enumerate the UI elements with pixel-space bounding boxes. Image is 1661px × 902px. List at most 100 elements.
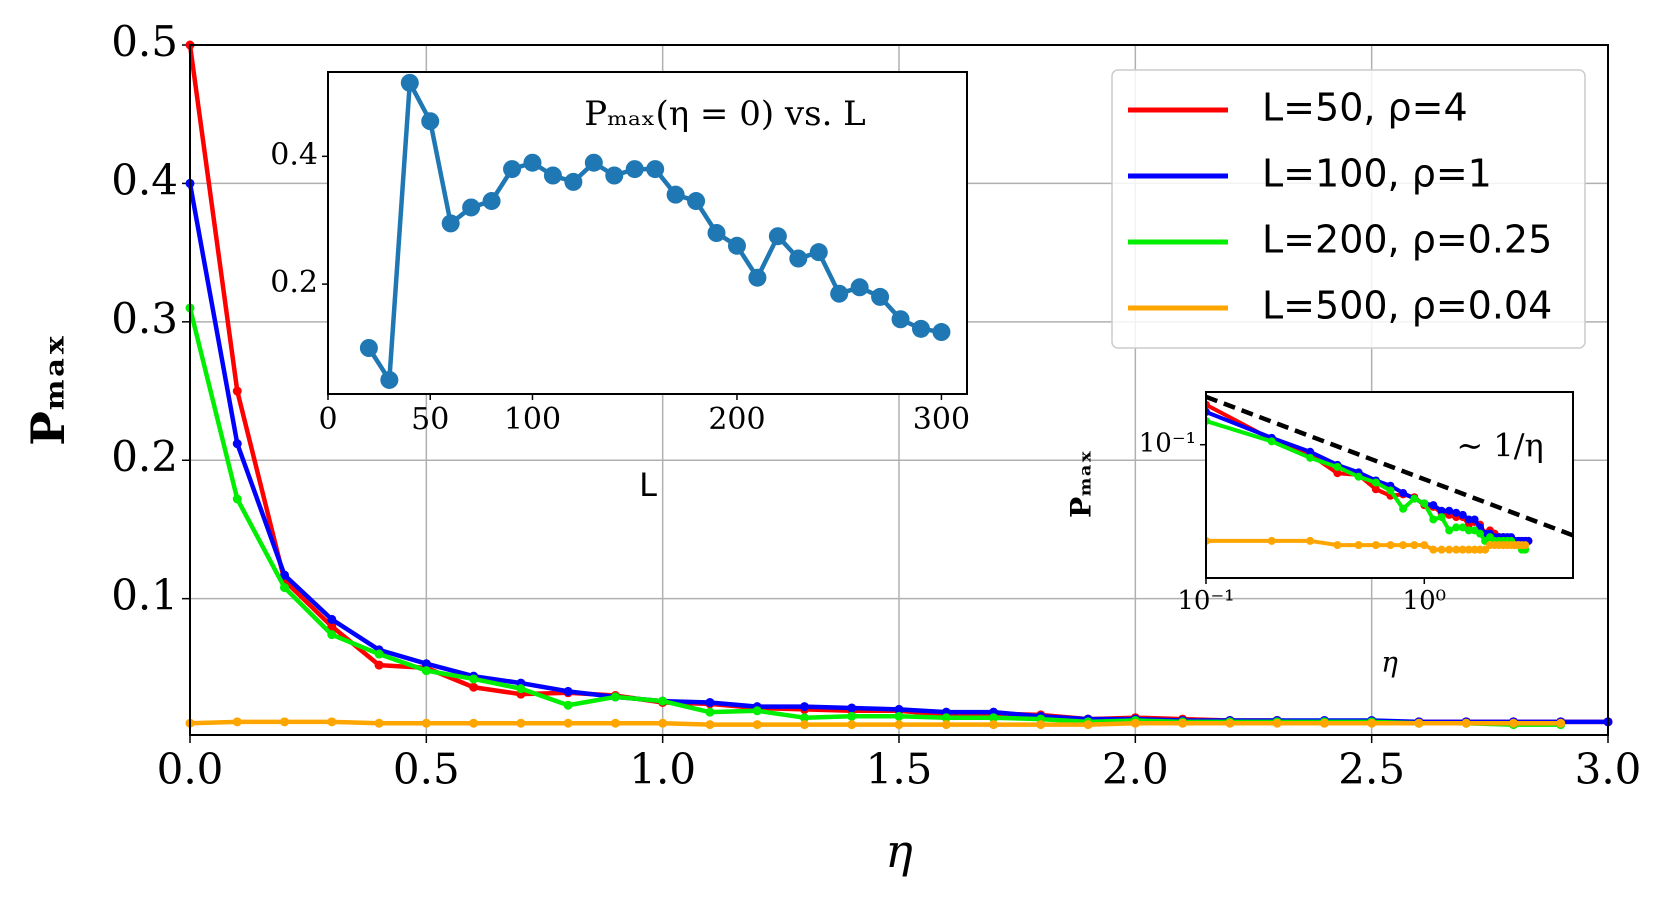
data-point (1470, 515, 1479, 524)
data-point (564, 172, 583, 191)
data-point (1437, 545, 1446, 554)
data-point (503, 160, 522, 179)
x-axis-label: η (885, 824, 913, 878)
data-point (847, 720, 857, 730)
data-point (1225, 718, 1235, 728)
data-point (1429, 545, 1438, 554)
data-point (516, 684, 526, 694)
data-point (911, 319, 930, 338)
data-point (482, 192, 501, 211)
data-point (1445, 506, 1454, 515)
data-point (789, 249, 808, 268)
data-point (1429, 501, 1438, 510)
data-point (523, 153, 542, 172)
data-point (327, 621, 337, 631)
data-point (232, 439, 242, 449)
y-tick-label: 0.2 (270, 265, 318, 300)
inset-title: Pₘₐₓ(η = 0) vs. L (584, 94, 866, 134)
data-point (1371, 541, 1380, 550)
data-point (1420, 499, 1429, 508)
x-tick-label: 10⁰ (1403, 586, 1447, 616)
data-point (1333, 469, 1342, 478)
data-point (752, 720, 762, 730)
data-point (666, 185, 685, 204)
data-point (441, 214, 460, 233)
data-point (1420, 541, 1429, 550)
data-point (932, 323, 951, 342)
legend-box (1111, 69, 1586, 349)
data-point (421, 718, 431, 728)
data-point (941, 720, 951, 730)
data-point (748, 268, 767, 287)
data-point (1410, 494, 1419, 503)
x-tick-label: 50 (411, 402, 449, 437)
x-tick-label: 100 (504, 402, 561, 437)
data-point (705, 697, 715, 707)
data-point (1414, 718, 1424, 728)
data-point (605, 166, 624, 185)
data-point (1464, 515, 1473, 524)
data-point (1178, 718, 1188, 728)
data-point (847, 711, 857, 721)
data-point (705, 720, 715, 730)
data-point (1306, 447, 1315, 456)
data-point (469, 674, 479, 684)
data-point (941, 713, 951, 723)
data-point (543, 166, 562, 185)
data-point (687, 192, 706, 211)
data-point (1399, 489, 1408, 498)
x-tick-label: 10⁻¹ (1177, 586, 1234, 616)
data-point (1386, 486, 1395, 495)
data-point (989, 720, 999, 730)
series-line (1206, 394, 1573, 538)
legend-label: L=100, ρ=1 (1262, 152, 1492, 196)
x-tick-label: 2.0 (1102, 744, 1169, 793)
data-point (1319, 718, 1329, 728)
y-tick-label: 0.4 (270, 137, 318, 172)
data-point (1367, 718, 1377, 728)
data-point (1521, 541, 1530, 550)
inset-lines (1206, 394, 1573, 554)
data-point (1036, 720, 1046, 730)
data-point (1083, 720, 1093, 730)
data-point (752, 706, 762, 716)
data-point (469, 718, 479, 728)
data-point (462, 198, 481, 217)
y-tick-label: 10⁻¹ (1139, 429, 1196, 459)
data-point (707, 224, 726, 242)
data-point (280, 583, 290, 593)
data-point (280, 570, 290, 580)
data-point (799, 720, 809, 730)
data-point (871, 287, 890, 306)
data-point (809, 243, 828, 262)
data-point (891, 310, 910, 329)
data-point (989, 713, 999, 723)
data-point (1399, 504, 1408, 513)
annotation: ∼ 1/η (1456, 427, 1543, 465)
data-point (894, 704, 904, 714)
data-point (1437, 506, 1446, 515)
plot-frame (327, 71, 968, 395)
data-point (830, 284, 849, 303)
data-point (1306, 536, 1315, 545)
data-point (1452, 545, 1461, 554)
x-axis-label: η (1381, 646, 1398, 679)
data-point (516, 718, 526, 728)
x-tick-label: 2.5 (1338, 744, 1405, 793)
data-point (563, 700, 573, 710)
y-axis-label: Pₘₐₓ (1065, 450, 1098, 518)
x-tick-label: 1.0 (629, 744, 696, 793)
data-point (1437, 513, 1446, 522)
data-point (799, 702, 809, 712)
data-point (232, 494, 242, 504)
y-axis-label: Pₘₐₓ (21, 334, 75, 445)
y-tick-label: 0.1 (111, 571, 178, 620)
y-tick-label: 0.5 (111, 17, 178, 66)
data-point (799, 713, 809, 723)
data-point (1458, 523, 1467, 532)
data-point (1445, 526, 1454, 535)
y-tick-label: 0.4 (111, 155, 178, 204)
data-point (894, 711, 904, 721)
data-point (1371, 485, 1380, 494)
